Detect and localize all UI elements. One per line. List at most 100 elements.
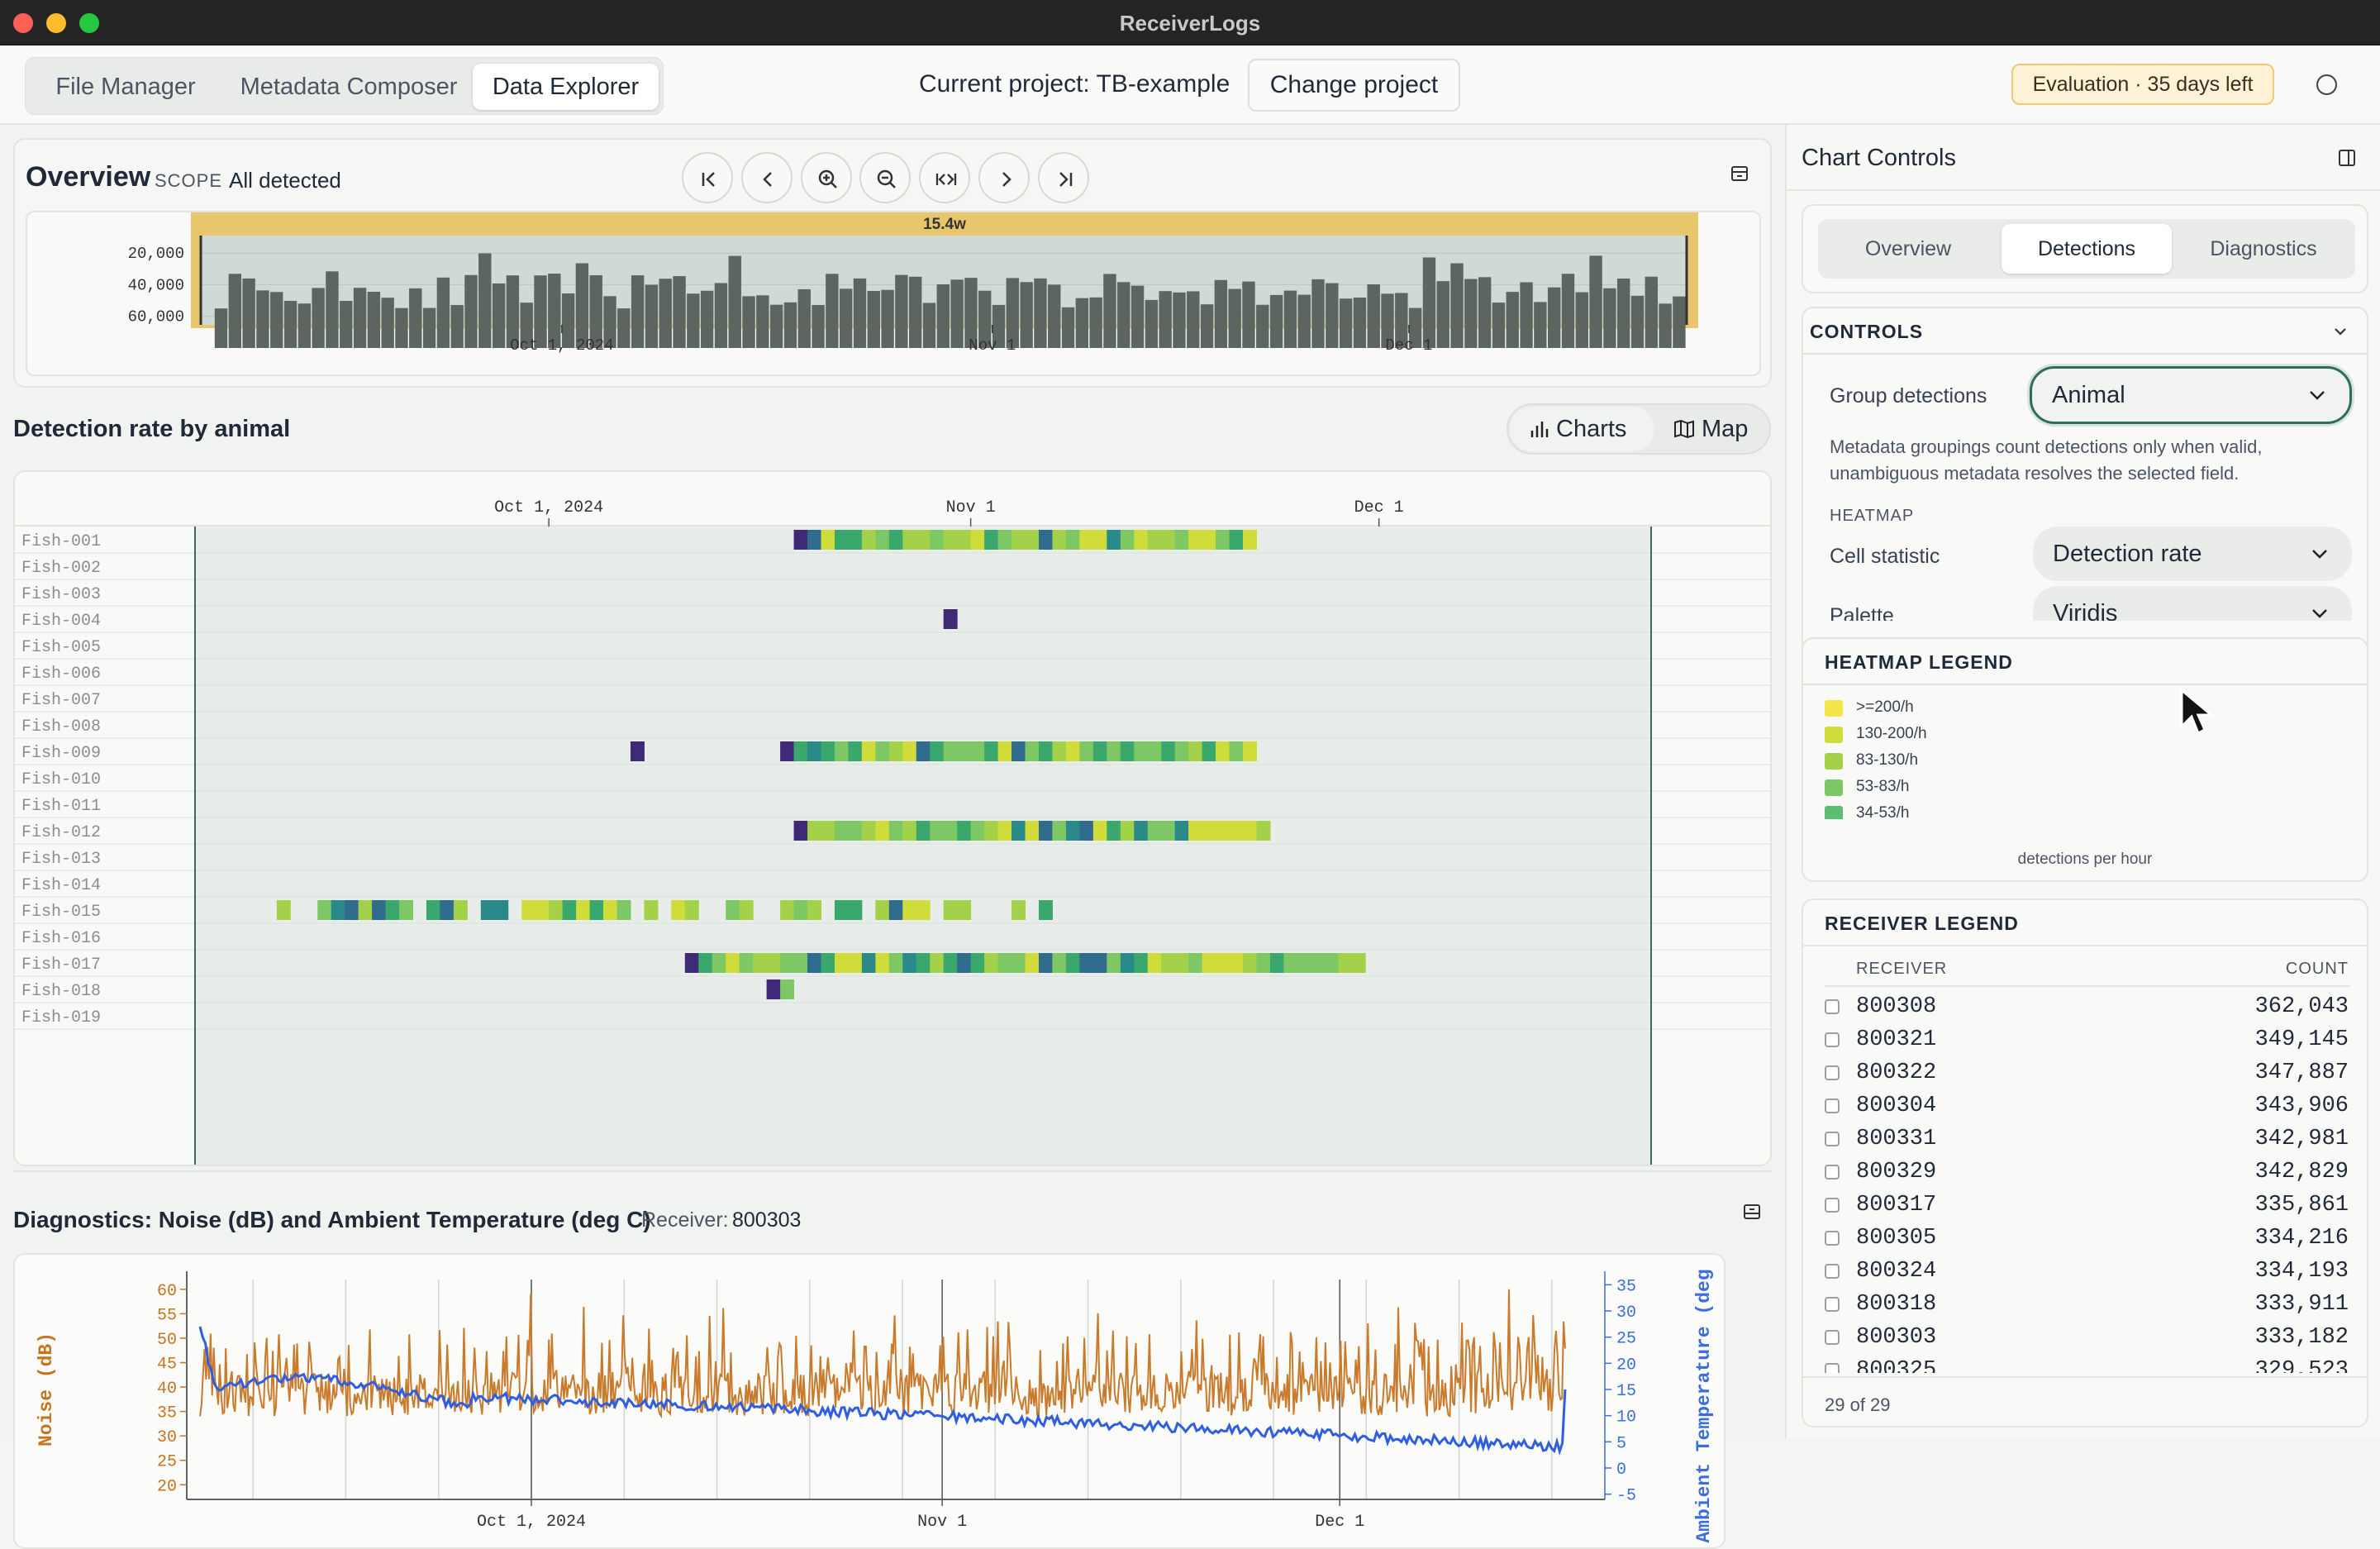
- heatmap-cell: [848, 530, 863, 550]
- legend-swatch: [1825, 753, 1843, 770]
- overview-bar: [1450, 263, 1464, 348]
- collapse-panel-icon[interactable]: [2337, 148, 2357, 168]
- collapse-card-icon[interactable]: [1730, 164, 1749, 183]
- overview-bar: [1283, 290, 1297, 348]
- receiver-count: 349,145: [2254, 1027, 2349, 1052]
- heatmap-cell: [1134, 530, 1149, 550]
- current-project-label: Current project: TB-example: [919, 70, 1230, 98]
- row-label: Fish-008: [21, 717, 101, 736]
- receiver-count: 335,861: [2254, 1193, 2349, 1218]
- receiver-checkbox[interactable]: [1825, 1231, 1840, 1246]
- receiver-row[interactable]: 800329 342,829: [1803, 1155, 2367, 1188]
- heatmap-cell: [1229, 821, 1244, 841]
- previous-button[interactable]: [741, 152, 793, 203]
- close-window-button[interactable]: [13, 13, 33, 33]
- receiver-checkbox[interactable]: [1825, 1065, 1840, 1080]
- heatmap-cell: [916, 530, 931, 550]
- map-button[interactable]: Map: [1657, 407, 1769, 451]
- next-button[interactable]: [978, 152, 1030, 203]
- panel-tab-overview[interactable]: Overview: [1864, 237, 1952, 260]
- cell-statistic-select[interactable]: Detection rate: [2033, 527, 2352, 581]
- receiver-checkbox[interactable]: [1825, 1165, 1840, 1180]
- row-label: Fish-006: [21, 665, 101, 684]
- heatmap-cell: [943, 953, 958, 973]
- receiver-row[interactable]: 800324 334,193: [1803, 1254, 2367, 1287]
- panel-tabs: Overview Detections Diagnostics: [1818, 219, 2355, 279]
- panel-tab-detections[interactable]: Detections: [2002, 224, 2172, 274]
- receiver-checkbox[interactable]: [1825, 1099, 1840, 1113]
- fit-range-button[interactable]: [919, 152, 970, 203]
- tab-data-explorer[interactable]: Data Explorer: [473, 64, 659, 110]
- heatmap-cell: [997, 530, 1012, 550]
- row-label: Fish-013: [21, 850, 101, 869]
- zoom-in-button[interactable]: [801, 152, 852, 203]
- heatmap-cell: [698, 953, 713, 973]
- receiver-checkbox[interactable]: [1825, 999, 1840, 1014]
- overview-bar: [326, 271, 339, 348]
- right-tick-label: 35: [1616, 1277, 1636, 1296]
- receiver-count: 362,043: [2254, 994, 2349, 1019]
- receiver-row[interactable]: 800304 343,906: [1803, 1089, 2367, 1122]
- heatmap-cell: [1161, 741, 1176, 761]
- receiver-checkbox[interactable]: [1825, 1363, 1840, 1373]
- zoom-out-button[interactable]: [859, 152, 911, 203]
- overview-bar: [950, 279, 964, 348]
- receiver-id: 800321: [1856, 1027, 1937, 1052]
- scope-value: All detected: [229, 168, 341, 193]
- heatmap-cell: [684, 953, 699, 973]
- change-project-button[interactable]: Change project: [1248, 59, 1460, 112]
- x-tick-label: Dec 1: [1315, 1513, 1364, 1532]
- overview-bar: [603, 296, 616, 348]
- receiver-row[interactable]: 800325 329,523: [1803, 1353, 2367, 1373]
- receiver-row[interactable]: 800308 362,043: [1803, 989, 2367, 1022]
- heatmap-chart[interactable]: Oct 1, 2024 Nov 1 Dec 1 Fish-001 Fish-002 Fis…: [15, 472, 1770, 1165]
- row-label: Fish-001: [21, 532, 101, 551]
- receiver-checkbox[interactable]: [1825, 1198, 1840, 1213]
- receiver-checkbox[interactable]: [1825, 1330, 1840, 1345]
- receiver-checkbox[interactable]: [1825, 1132, 1840, 1146]
- right-tick-label: 15: [1616, 1382, 1636, 1401]
- heatmap-cell: [766, 953, 781, 973]
- receiver-row[interactable]: 800305 334,216: [1803, 1221, 2367, 1254]
- receiver-row[interactable]: 800322 347,887: [1803, 1056, 2367, 1089]
- overview-bar: [1367, 284, 1380, 348]
- heatmap-cell: [399, 900, 413, 920]
- row-label: Fish-003: [21, 585, 101, 604]
- receiver-checkbox[interactable]: [1825, 1297, 1840, 1312]
- overview-chart[interactable]: 60,000 40,000 20,000 15.4w Oct 1, 2024 Nov 1 D…: [27, 212, 1759, 374]
- tab-file-manager[interactable]: File Manager: [55, 74, 196, 100]
- tab-metadata-composer[interactable]: Metadata Composer: [240, 74, 458, 100]
- status-circle-icon[interactable]: [2316, 74, 2337, 95]
- heatmap-cell: [1174, 953, 1189, 973]
- panel-tab-diagnostics[interactable]: Diagnostics: [2210, 237, 2317, 260]
- collapse-diagnostics-icon[interactable]: [1742, 1202, 1762, 1222]
- receiver-checkbox[interactable]: [1825, 1264, 1840, 1279]
- heatmap-cell: [888, 821, 903, 841]
- jump-start-button[interactable]: [682, 152, 733, 203]
- heatmap-cell: [888, 741, 903, 761]
- receiver-checkbox[interactable]: [1825, 1032, 1840, 1047]
- overview-bar: [1242, 281, 1255, 348]
- group-detections-select[interactable]: Animal: [2030, 366, 2352, 424]
- receiver-row[interactable]: 800318 333,911: [1803, 1287, 2367, 1320]
- zoom-window-button[interactable]: [79, 13, 99, 33]
- heatmap-cell: [807, 530, 821, 550]
- receiver-row[interactable]: 800303 333,182: [1803, 1320, 2367, 1353]
- heatmap-cell: [1025, 741, 1040, 761]
- charts-button[interactable]: Charts: [1510, 407, 1654, 451]
- minimize-window-button[interactable]: [46, 13, 66, 33]
- controls-header[interactable]: CONTROLS: [1803, 308, 2367, 355]
- chevron-down-icon: [2310, 391, 2325, 400]
- view-toggle: Charts Map: [1507, 403, 1771, 455]
- receiver-row[interactable]: 800331 342,981: [1803, 1122, 2367, 1155]
- heatmap-cell: [331, 900, 345, 920]
- row-label: Fish-005: [21, 638, 101, 657]
- overview-bar: [1187, 291, 1200, 348]
- overview-bar: [964, 278, 978, 348]
- jump-end-button[interactable]: [1038, 152, 1089, 203]
- receiver-row[interactable]: 800321 349,145: [1803, 1022, 2367, 1056]
- overview-bar: [381, 298, 394, 348]
- x-tick-label: Nov 1: [946, 498, 996, 517]
- receiver-row[interactable]: 800317 335,861: [1803, 1188, 2367, 1221]
